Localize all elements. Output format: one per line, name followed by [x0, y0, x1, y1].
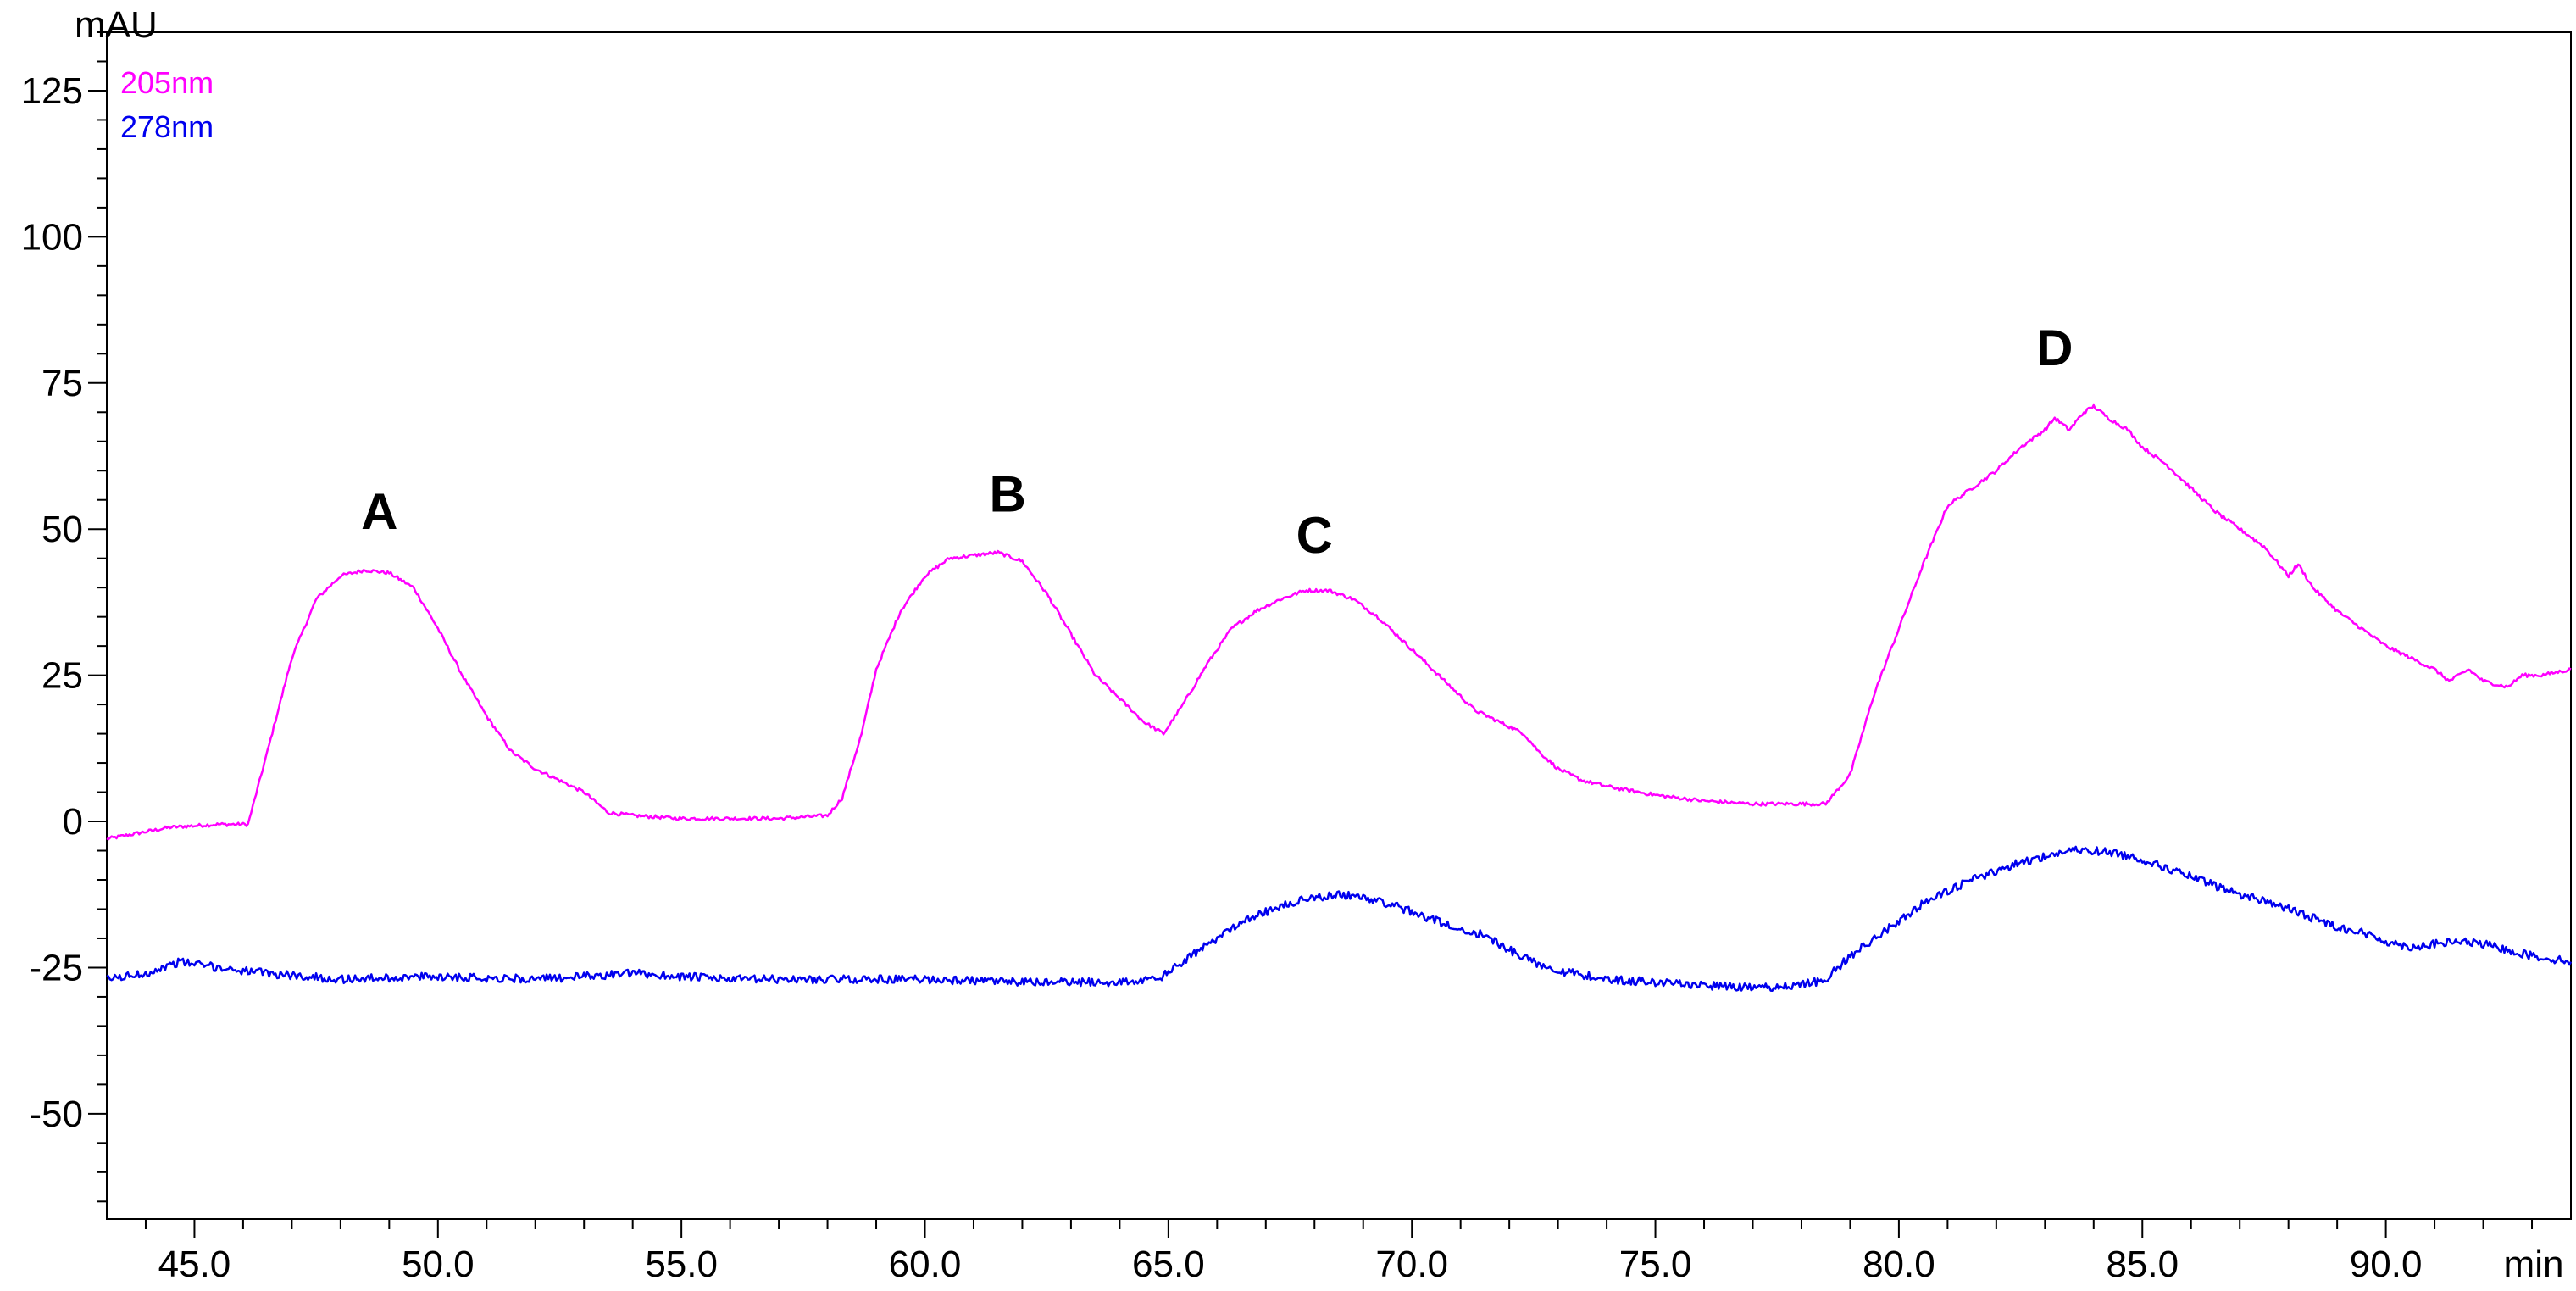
peak-label-A: A	[361, 483, 397, 540]
x-tick-label: 90.0	[2350, 1244, 2423, 1285]
peak-label-B: B	[990, 466, 1026, 523]
y-unit-label: mAU	[75, 4, 158, 46]
y-tick-label: 125	[21, 70, 83, 112]
legend-entry-205nm: 205nm	[120, 65, 214, 100]
series-line-278nm	[106, 845, 2573, 993]
y-tick-label: 50	[42, 509, 83, 550]
y-tick-label: -50	[29, 1093, 83, 1135]
y-tick-label: 0	[63, 801, 83, 843]
legend: 205nm 278nm	[120, 65, 214, 144]
x-tick-label: 70.0	[1375, 1244, 1448, 1285]
x-tick-label: 60.0	[889, 1244, 962, 1285]
x-tick-label: 80.0	[1863, 1244, 1935, 1285]
y-tick-label: 75	[42, 363, 83, 404]
x-axis: 45.0 50.0 55.0 60.0 65.0 70.0 75.0 80.0 85.0 90.0	[144, 1219, 2534, 1285]
series-layer	[106, 403, 2573, 993]
legend-entry-278nm: 278nm	[120, 109, 214, 144]
x-tick-label: 85.0	[2106, 1244, 2179, 1285]
x-tick-label: 45.0	[158, 1244, 231, 1285]
y-axis: 125 100 75 50 25 0 -25 -50	[21, 31, 107, 1203]
x-tick-label: 55.0	[645, 1244, 718, 1285]
plot-frame	[106, 31, 2572, 1220]
y-tick-label: -25	[29, 947, 83, 988]
peak-annotations: A B C D	[361, 320, 2073, 564]
peak-label-C: C	[1296, 507, 1333, 564]
y-tick-label: 100	[21, 216, 83, 258]
y-tick-label: 25	[42, 655, 83, 697]
x-tick-label: 50.0	[402, 1244, 475, 1285]
x-tick-label: 75.0	[1619, 1244, 1692, 1285]
x-tick-label: 65.0	[1132, 1244, 1205, 1285]
series-line-205nm	[106, 403, 2572, 841]
peak-label-D: D	[2036, 320, 2073, 376]
x-unit-label: min	[2504, 1244, 2564, 1285]
